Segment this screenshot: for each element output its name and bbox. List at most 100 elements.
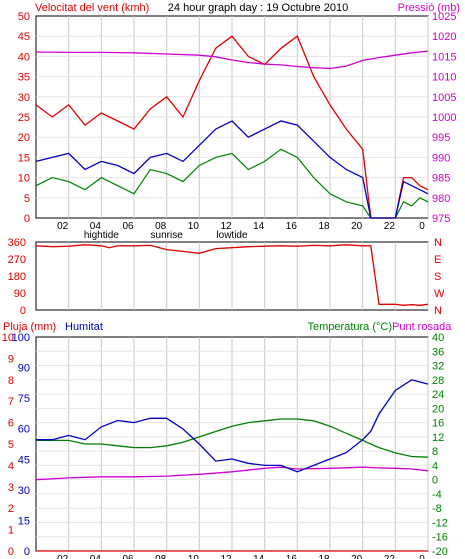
direction-y-tick-label: 90 bbox=[14, 288, 26, 300]
chart-title: 24 hour graph day : 19 Octubre 2010 bbox=[168, 2, 348, 14]
wind-x-tick-label: 10 bbox=[188, 221, 200, 232]
wind-x-tick-label: 08 bbox=[155, 221, 167, 232]
temperature-y-tick-label: 8 bbox=[432, 446, 438, 458]
wind-x-tick-label: 02 bbox=[57, 221, 69, 232]
rain-y-tick-label: 2 bbox=[8, 503, 14, 515]
compass-y-tick-label: W bbox=[434, 288, 445, 300]
wind-y-tick-label: 40 bbox=[18, 51, 30, 63]
pressure-y-tick-label: 1000 bbox=[432, 112, 456, 124]
dewpoint-axis-label: Punt rosada bbox=[392, 321, 452, 333]
rain-y-tick-label: 9 bbox=[8, 353, 14, 365]
humidity-y-tick-label: 60 bbox=[18, 424, 30, 436]
wind-y-tick-label: 5 bbox=[24, 193, 30, 205]
pressure-y-tick-label: 980 bbox=[432, 193, 450, 205]
temperature-y-tick-label: 0 bbox=[432, 475, 438, 487]
wind-y-tick-label: 25 bbox=[18, 112, 30, 124]
wind-x-tick-label: 18 bbox=[318, 221, 330, 232]
temperature-y-tick-label: -8 bbox=[432, 503, 442, 515]
pressure-axis-label: Pressió (mb) bbox=[398, 2, 460, 14]
pressure-y-tick-label: 1020 bbox=[432, 31, 456, 43]
temperature-y-tick-label: -4 bbox=[432, 489, 442, 501]
dewpoint-series bbox=[35, 466, 429, 481]
pressure-y-tick-label: 1005 bbox=[432, 92, 456, 104]
avg-wind-series bbox=[35, 120, 429, 219]
temperature-y-tick-label: 12 bbox=[432, 432, 444, 444]
pressure-y-tick-label: 985 bbox=[432, 173, 450, 185]
humidity-y-tick-label: 75 bbox=[18, 393, 30, 405]
compass-y-tick-label: E bbox=[434, 254, 441, 266]
direction-series bbox=[35, 244, 429, 306]
direction-y-tick-label: 0 bbox=[20, 305, 26, 317]
climate-x-tick-label: 04 bbox=[90, 554, 102, 559]
wind-event-label: hightide bbox=[84, 230, 119, 241]
temperature-y-tick-label: -20 bbox=[432, 546, 448, 558]
rain-y-tick-label: 4 bbox=[8, 460, 14, 472]
rain-y-tick-label: 0 bbox=[8, 546, 14, 558]
pressure-series bbox=[35, 50, 429, 70]
compass-y-tick-label: S bbox=[434, 271, 441, 283]
humidity-y-tick-label: 45 bbox=[18, 454, 30, 466]
wind-y-tick-label: 10 bbox=[18, 173, 30, 185]
climate-x-tick-label: 02 bbox=[57, 554, 69, 559]
humidity-y-tick-label: 90 bbox=[18, 363, 30, 375]
rain-y-tick-label: 5 bbox=[8, 439, 14, 451]
temperature-y-tick-label: 4 bbox=[432, 460, 438, 472]
wind-event-label: lowtide bbox=[216, 230, 248, 241]
pressure-y-tick-label: 995 bbox=[432, 132, 450, 144]
climate-x-tick-label: 18 bbox=[318, 554, 330, 559]
climate-panel: 0123456789100153045607590100-20-16-12-8-… bbox=[2, 332, 448, 559]
compass-y-tick-label: N bbox=[434, 305, 442, 317]
temperature-axis-label: Temperatura (°C) bbox=[308, 321, 392, 333]
temperature-y-tick-label: 28 bbox=[432, 375, 444, 387]
rain-y-tick-label: 7 bbox=[8, 396, 14, 408]
wind-x-tick-label: 22 bbox=[384, 221, 396, 232]
pressure-y-tick-label: 1025 bbox=[432, 11, 456, 23]
wind-y-tick-label: 35 bbox=[18, 72, 30, 84]
direction-y-tick-label: 270 bbox=[8, 254, 26, 266]
wind-panel: 0510152025303540455097598098599099510001… bbox=[18, 11, 457, 241]
climate-x-tick-label: 0 bbox=[419, 554, 425, 559]
direction-y-tick-label: 180 bbox=[8, 271, 26, 283]
wind-event-label: sunrise bbox=[151, 230, 184, 241]
wind-y-tick-label: 15 bbox=[18, 152, 30, 164]
temperature-y-tick-label: -12 bbox=[432, 517, 448, 529]
humidity-y-tick-label: 100 bbox=[12, 332, 30, 344]
climate-x-tick-label: 12 bbox=[220, 554, 232, 559]
wind-x-tick-label: 06 bbox=[122, 221, 134, 232]
rain-y-tick-label: 6 bbox=[8, 418, 14, 430]
wind-x-tick-label: 04 bbox=[90, 221, 102, 232]
wind-y-tick-label: 20 bbox=[18, 132, 30, 144]
humidity-y-tick-label: 30 bbox=[18, 485, 30, 497]
rain-y-tick-label: 1 bbox=[8, 525, 14, 537]
pressure-y-tick-label: 1015 bbox=[432, 51, 456, 63]
humidity-series bbox=[36, 379, 429, 473]
wind-x-tick-label: 20 bbox=[351, 221, 363, 232]
rain-axis-label: Pluja (mm) bbox=[3, 321, 56, 333]
rain-y-tick-label: 10 bbox=[2, 332, 14, 344]
temperature-y-tick-label: 40 bbox=[432, 332, 444, 344]
temperature-y-tick-label: 16 bbox=[432, 418, 444, 430]
temperature-y-tick-label: 36 bbox=[432, 346, 444, 358]
humidity-y-tick-label: 0 bbox=[24, 546, 30, 558]
direction-y-tick-label: 360 bbox=[8, 237, 26, 249]
wind-x-tick-label: 16 bbox=[286, 221, 298, 232]
pressure-y-tick-label: 975 bbox=[432, 213, 450, 225]
wind-axis-label: Velocitat del vent (kmh) bbox=[35, 2, 149, 14]
wind-x-tick-label: 12 bbox=[220, 221, 232, 232]
wind-y-tick-label: 30 bbox=[18, 92, 30, 104]
pressure-y-tick-label: 1010 bbox=[432, 72, 456, 84]
climate-x-tick-label: 08 bbox=[155, 554, 167, 559]
compass-y-tick-label: N bbox=[434, 237, 442, 249]
pressure-y-tick-label: 990 bbox=[432, 152, 450, 164]
wind-y-tick-label: 50 bbox=[18, 11, 30, 23]
climate-x-tick-label: 22 bbox=[384, 554, 396, 559]
humidity-axis-label: Humitat bbox=[65, 321, 103, 333]
rain-y-tick-label: 3 bbox=[8, 482, 14, 494]
temperature-y-tick-label: -16 bbox=[432, 532, 448, 544]
climate-x-tick-label: 06 bbox=[122, 554, 134, 559]
climate-x-tick-label: 10 bbox=[188, 554, 200, 559]
temperature-y-tick-label: 32 bbox=[432, 361, 444, 373]
humidity-y-tick-label: 15 bbox=[18, 515, 30, 527]
